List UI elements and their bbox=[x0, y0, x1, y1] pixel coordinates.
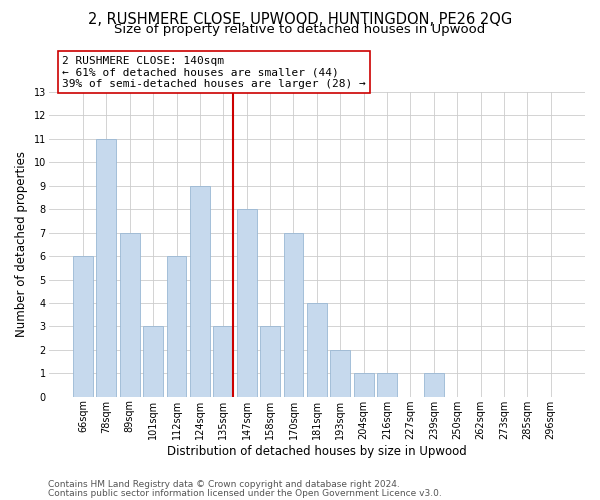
Bar bbox=[284, 232, 304, 396]
Bar bbox=[190, 186, 210, 396]
Bar bbox=[237, 209, 257, 396]
Bar bbox=[214, 326, 233, 396]
Bar bbox=[377, 373, 397, 396]
Text: 2 RUSHMERE CLOSE: 140sqm
← 61% of detached houses are smaller (44)
39% of semi-d: 2 RUSHMERE CLOSE: 140sqm ← 61% of detach… bbox=[62, 56, 366, 89]
Bar bbox=[353, 373, 374, 396]
Y-axis label: Number of detached properties: Number of detached properties bbox=[15, 152, 28, 338]
X-axis label: Distribution of detached houses by size in Upwood: Distribution of detached houses by size … bbox=[167, 444, 467, 458]
Bar bbox=[143, 326, 163, 396]
Bar bbox=[260, 326, 280, 396]
Bar bbox=[120, 232, 140, 396]
Text: 2, RUSHMERE CLOSE, UPWOOD, HUNTINGDON, PE26 2QG: 2, RUSHMERE CLOSE, UPWOOD, HUNTINGDON, P… bbox=[88, 12, 512, 28]
Bar bbox=[424, 373, 444, 396]
Bar bbox=[307, 303, 327, 396]
Bar bbox=[73, 256, 93, 396]
Text: Contains HM Land Registry data © Crown copyright and database right 2024.: Contains HM Land Registry data © Crown c… bbox=[48, 480, 400, 489]
Text: Contains public sector information licensed under the Open Government Licence v3: Contains public sector information licen… bbox=[48, 488, 442, 498]
Bar bbox=[330, 350, 350, 397]
Bar bbox=[97, 139, 116, 396]
Bar bbox=[167, 256, 187, 396]
Text: Size of property relative to detached houses in Upwood: Size of property relative to detached ho… bbox=[115, 22, 485, 36]
